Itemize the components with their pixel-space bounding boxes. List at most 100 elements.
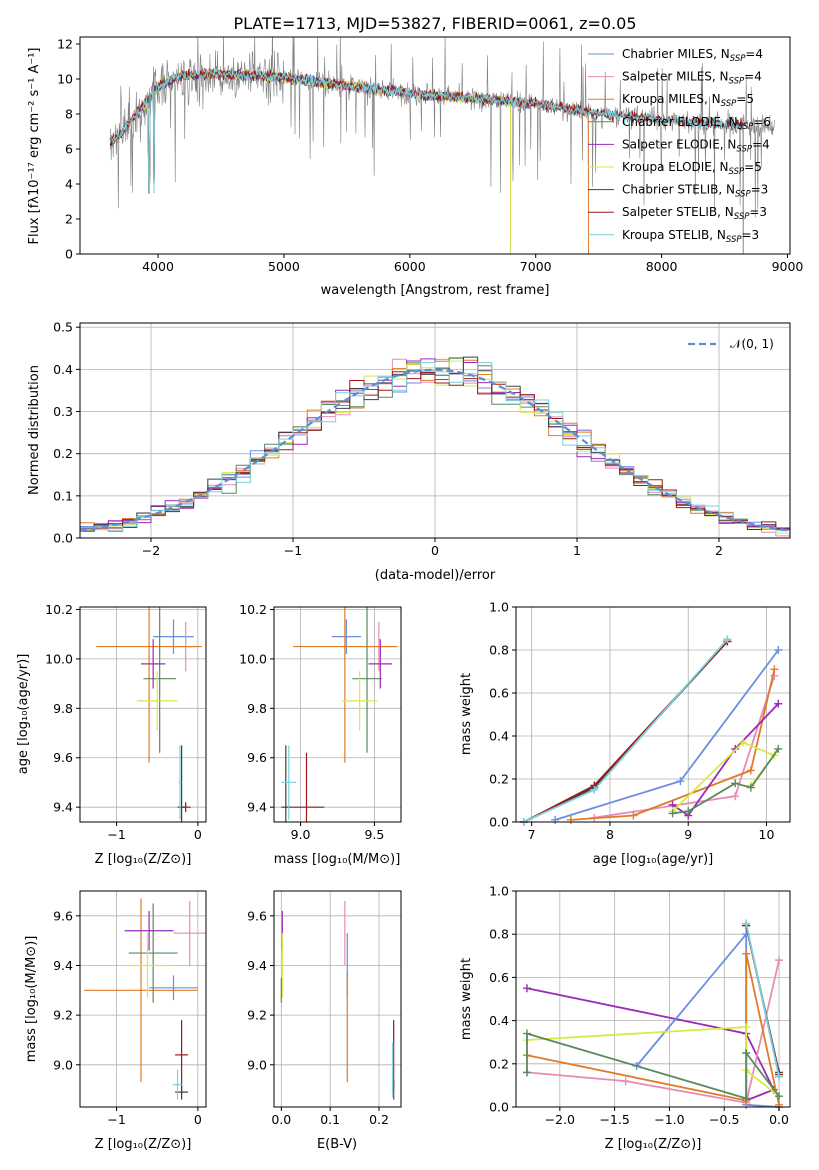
legend-label-sub: SSP [730,54,746,64]
weight-marker [775,956,784,965]
x-tick-label: 7 [528,827,536,842]
legend-label-tail: =5 [736,92,754,106]
y-tick-label: 9.0 [53,1057,73,1072]
legend-label-sub: SSP [734,212,750,222]
legend-label-main: Kroupa MILES, N [622,92,721,106]
legend-label-sub: SSP [736,144,752,154]
y-tick-label: 9.6 [247,750,267,765]
residuals-plot-area [80,323,790,539]
y-tick-label: 0.4 [53,362,73,377]
age_vs_weight-ticks: 7 8 9 10 0.0 0.2 0.4 0.6 0.8 1.0 [489,600,774,843]
errorbar-kroupa_miles [84,898,198,1083]
x-tick-label: 0 [194,827,202,842]
y-tick-label: 9.6 [53,750,73,765]
y-tick-label: 0.5 [53,320,73,335]
weight-line-salpeter_elodie [672,703,779,817]
legend-label-tail: =6 [753,115,771,129]
weight-line-kroupa_miles [526,953,780,1105]
legend-label-main: Salpeter STELIB, N [622,205,734,219]
weight-marker [774,699,783,708]
age-vs-weight-axes-frame [515,606,791,823]
errorbar-chabrier_elodie [143,607,176,753]
y-tick-label: 0.2 [489,1056,509,1071]
y-tick-label: 0.8 [489,927,509,942]
z_vs_mass-ticks: −1 0 9.0 9.2 9.4 9.6 [53,908,202,1127]
z-vs-age-xlabel: Z [log₁₀(Z/Z⊙)] [95,852,192,867]
weight-marker [723,635,732,644]
y-tick-label: 9.8 [53,701,73,716]
mass_vs_age-grid [274,607,401,822]
y-tick-label: 0.0 [53,531,73,546]
weight-marker [522,1068,531,1077]
weight-marker [742,919,751,928]
age-vs-weight-panel: age [log₁₀(age/yr)] mass weight [459,606,791,867]
weight-marker [522,1029,531,1038]
weight-marker [731,779,740,788]
y-tick-label: 10.0 [239,651,267,666]
legend-label-sub: SSP [735,190,751,200]
errorbar-chabrier_elodie [128,903,178,1003]
x-tick-label: 9.5 [364,827,384,842]
legend-label: Kroupa ELODIE, NSSP=5 [622,160,762,177]
errorbar-kroupa_elodie [341,671,378,731]
weight-marker [668,809,677,818]
y-tick-label: 10.0 [45,651,73,666]
x-tick-label: 0.0 [769,1112,789,1127]
legend-label: Salpeter ELODIE, NSSP=4 [622,137,770,154]
y-tick-label: 0.2 [489,772,509,787]
legend-label: Kroupa STELIB, NSSP=3 [622,228,759,245]
x-tick-label: 4000 [142,259,174,274]
y-tick-label: 9.4 [247,958,267,973]
y-tick-label: 6 [65,142,73,157]
weight-marker [522,984,531,993]
weight-line-kroupa_elodie [526,1026,780,1097]
errorbar-salpeter_stelib [288,752,325,822]
x-tick-label: 1 [573,543,581,558]
x-tick-label: 0 [431,543,439,558]
y-tick-label: 9.2 [53,1008,73,1023]
errorbar-kroupa_miles [293,607,397,763]
errorbar-salpeter_miles [173,900,206,966]
weight-marker [742,1094,751,1103]
weight-line-kroupa_stelib [523,638,729,823]
age-vs-weight-xlabel: age [log₁₀(age/yr)] [593,852,714,867]
weight-line-chabrier_elodie [526,1032,780,1100]
z-vs-age-ylabel: age [log₁₀(age/yr)] [16,654,31,775]
ebv_vs_mass-grid [274,891,401,1107]
legend-label-main: Chabrier MILES, N [622,47,730,61]
y-tick-label: 9.0 [247,1057,267,1072]
weight-marker [742,1049,751,1057]
x-tick-label: 8000 [646,259,678,274]
z-vs-mass-panel: Z [log₁₀(Z/Z⊙)] mass [log₁₀(M/M⊙)] [24,890,207,1152]
spectrum-xlabel: wavelength [Angstrom, rest frame] [321,283,550,298]
x-tick-label: −2.0 [545,1112,575,1127]
z_vs_mass-grid [80,891,206,1107]
legend-label-main: Salpeter MILES, N [622,70,729,84]
x-tick-label: 0.2 [369,1112,389,1127]
errorbar-chabrier_elodie [352,607,382,753]
y-tick-label: 0.6 [489,970,509,985]
spectrum-ylabel: Flux [fλ10⁻¹⁷ erg cm⁻² s⁻¹ A⁻¹] [27,48,42,245]
legend-label-tail: =3 [742,228,760,242]
errorbar-salpeter_elodie [368,639,393,689]
x-tick-label: 2 [715,543,723,558]
legend-label-main: Kroupa STELIB, N [622,228,726,242]
x-tick-label: 5000 [268,259,300,274]
weight-line-kroupa_miles [570,669,776,821]
x-tick-label: −1.5 [599,1112,629,1127]
z-vs-weight-panel: Z [log₁₀(Z/Z⊙)] mass weight [459,890,791,1152]
legend-label-main: Salpeter ELODIE, N [622,137,736,151]
y-tick-label: 0 [65,247,73,262]
y-tick-label: 9.4 [247,800,267,815]
residuals-panel: (data-model)/error Normed distribution 𝒩… [27,322,791,583]
x-tick-label: 6000 [394,259,426,274]
weight-marker [551,815,560,824]
legend-label-tail: =5 [744,160,762,174]
y-tick-label: 12 [57,37,73,52]
weight-marker [774,744,783,753]
errorbar-kroupa_stelib [172,1069,183,1100]
weight-marker [770,665,779,674]
weight-marker [775,1072,784,1081]
z-vs-age-axes-frame [79,606,207,823]
